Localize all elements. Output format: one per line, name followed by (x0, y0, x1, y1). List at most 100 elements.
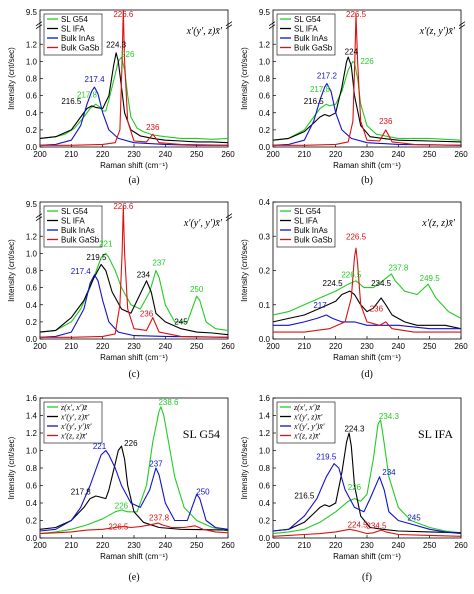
y-tick-label: 0.4 (26, 109, 38, 118)
legend-box (276, 13, 336, 56)
peak-label: 236 (370, 305, 384, 314)
x-tick-label: 200 (33, 541, 47, 550)
series-line-2 (40, 445, 228, 531)
y-tick-label: 0.8 (259, 75, 271, 84)
legend-box (43, 13, 103, 56)
x-tick-label: 210 (65, 342, 79, 351)
series-line-2 (40, 52, 228, 144)
legend-label: x′(z, z)x̄′ (293, 432, 320, 441)
legend-box (43, 401, 103, 444)
panel-caption: (e) (128, 572, 139, 583)
peak-label: 237 (149, 459, 163, 468)
panel-caption: (f) (362, 572, 372, 583)
peak-label: 217 (313, 301, 327, 310)
peak-label: 236 (379, 117, 393, 126)
x-tick-label: 200 (266, 342, 280, 351)
peak-label: 224.3 (106, 41, 127, 50)
peak-label: 245 (407, 514, 421, 523)
x-tick-label: 210 (298, 150, 312, 159)
y-tick-label: 0.2 (26, 318, 38, 327)
y-axis-title: Intensity (cnt/sec) (240, 47, 249, 110)
series-group (273, 247, 461, 333)
y-tick-label: 1.0 (259, 447, 271, 456)
series-line-3 (273, 314, 461, 330)
y-axis-title: Intensity (cnt/sec) (240, 239, 249, 302)
y-tick-label: 0.2 (259, 517, 271, 526)
y-axis-break-left (268, 21, 276, 30)
x-axis-title: Raman shift (cm⁻¹) (333, 552, 401, 561)
peak-label: 245 (174, 317, 188, 326)
peak-label: 226.5 (346, 10, 367, 19)
chart-panel-b: 200 210 220 230 240 250 260 0.0 0.2 0.4 0.6 0.8 1.0 1… (240, 8, 468, 186)
sample-label: SL IFA (418, 427, 453, 441)
series-line-4 (273, 13, 461, 146)
x-tick-label: 210 (298, 541, 312, 550)
series-line-4 (40, 522, 228, 535)
y-tick-label: 1.6 (26, 394, 38, 403)
legend-label: z(x′, x′)z̄ (60, 403, 88, 412)
peak-label: 226.5 (346, 233, 367, 242)
legend-box (276, 401, 336, 444)
panel-caption: (c) (128, 369, 139, 380)
peak-label: 234.5 (371, 279, 392, 288)
y-tick-label: 0.4 (259, 109, 271, 118)
x-tick-label: 240 (159, 541, 173, 550)
x-tick-label: 240 (392, 342, 406, 351)
y-tick-label: 0.8 (26, 267, 38, 276)
peak-label: 234 (137, 270, 151, 279)
peak-label: 221 (93, 442, 107, 451)
legend-label: Bulk GaSb (294, 236, 333, 245)
peak-label: 226.6 (113, 10, 134, 19)
series-group (40, 406, 228, 535)
y-axis-break-right (225, 21, 233, 30)
y-tick-label: 0.3 (259, 232, 271, 241)
legend-label: Bulk InAs (61, 34, 95, 43)
x-tick-label: 260 (221, 150, 235, 159)
series-group (40, 205, 228, 338)
scattering-geometry-label: x′(y′, y′)x̄′ (183, 218, 223, 229)
peak-label: 226.5 (341, 270, 362, 279)
legend-box (43, 205, 103, 248)
y-axis-break-left (35, 21, 43, 30)
y-tick-label: 0.6 (26, 284, 38, 293)
peak-label: 216.5 (61, 97, 82, 106)
y-tick-label: 0.2 (26, 126, 38, 135)
peak-label: 226.6 (113, 202, 134, 211)
x-tick-label: 230 (360, 150, 374, 159)
legend-label: Bulk InAs (294, 34, 328, 43)
legend-label: SL G54 (294, 15, 321, 24)
x-axis-title: Raman shift (cm⁻¹) (100, 161, 168, 170)
peak-label: 250 (196, 487, 210, 496)
x-axis-title: Raman shift (cm⁻¹) (333, 353, 401, 362)
series-line-2 (273, 56, 461, 143)
x-tick-label: 240 (159, 150, 173, 159)
y-tick-label: 0.2 (26, 517, 38, 526)
x-tick-label: 260 (454, 342, 468, 351)
legend-label: SL IFA (294, 25, 318, 34)
peak-label: 217.8 (310, 85, 331, 94)
x-tick-label: 260 (454, 150, 468, 159)
legend-label: x′(y′, z)x̄′ (293, 413, 323, 422)
sample-label: SL G54 (183, 427, 220, 441)
series-line-3 (40, 449, 228, 532)
series-line-4 (40, 205, 228, 338)
x-tick-label: 230 (127, 342, 141, 351)
peak-label: 217.8 (71, 487, 92, 496)
peak-label: 216.5 (304, 97, 325, 106)
peak-label: 234 (382, 468, 396, 477)
x-tick-label: 220 (329, 150, 343, 159)
x-tick-label: 250 (190, 342, 204, 351)
x-tick-label: 230 (127, 541, 141, 550)
legend-label: SL G54 (61, 15, 88, 24)
series-line-3 (273, 463, 461, 535)
x-tick-label: 250 (190, 541, 204, 550)
legend-label: SL G54 (294, 207, 321, 216)
y-tick-label: 0.0 (26, 143, 38, 152)
y-axis-title: Intensity (cnt/sec) (7, 239, 16, 302)
peak-label: 216.5 (294, 492, 315, 501)
peak-label: 217.8 (77, 90, 98, 99)
series-line-4 (273, 528, 461, 537)
legend-label: SL IFA (294, 217, 318, 226)
peak-label: 224.5 (323, 279, 344, 288)
y-tick-label: 0.0 (259, 335, 271, 344)
